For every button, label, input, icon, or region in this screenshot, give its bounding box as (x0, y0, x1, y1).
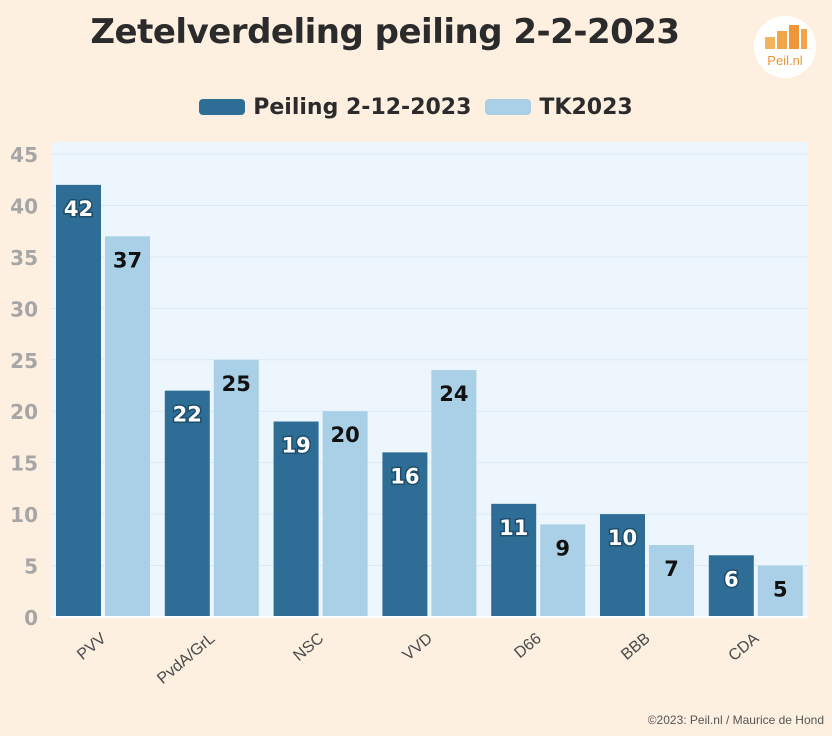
y-tick-label: 10 (10, 503, 38, 527)
bar (540, 524, 586, 617)
y-tick-label: 0 (24, 606, 38, 630)
legend-item-peiling: Peiling 2-12-2023 (199, 95, 471, 120)
y-tick-label: 35 (10, 246, 38, 270)
legend-label-tk2023: TK2023 (539, 94, 633, 120)
data-label: 42 (64, 197, 93, 221)
data-label: 6 (724, 567, 739, 591)
data-label: 9 (555, 536, 570, 560)
x-tick-label: PvdA/GrL (154, 630, 218, 688)
y-tick-label: 15 (10, 452, 38, 476)
y-tick-label: 40 (10, 194, 38, 218)
bar (757, 565, 803, 617)
y-tick-label: 5 (24, 555, 38, 579)
bar (322, 411, 368, 617)
bar (649, 544, 694, 617)
data-label: 16 (390, 464, 419, 488)
bar-chart-icon (765, 25, 807, 49)
bar (382, 452, 428, 617)
chart-title: Zetelverdeling peiling 2-2-2023 (90, 12, 680, 52)
data-label: 5 (773, 578, 788, 602)
data-label: 25 (222, 372, 251, 396)
x-tick-label: CDA (726, 630, 763, 665)
data-label: 37 (113, 248, 142, 272)
y-tick-label: 25 (10, 349, 38, 373)
data-label: 10 (608, 526, 637, 550)
bar (164, 390, 210, 617)
x-tick-label: D66 (511, 630, 544, 662)
x-tick-label: VVD (400, 630, 436, 664)
bar (213, 359, 259, 617)
logo-text: Peil.nl (767, 53, 803, 68)
peil-logo: Peil.nl (754, 16, 816, 78)
bar (56, 184, 101, 617)
x-tick-label: NSC (290, 630, 327, 665)
data-label: 7 (664, 557, 679, 581)
bar (600, 514, 645, 617)
data-label: 22 (173, 403, 202, 427)
data-label: 11 (499, 516, 528, 540)
legend: Peiling 2-12-2023 TK2023 (0, 92, 832, 122)
x-tick-label: PVV (74, 630, 110, 664)
y-tick-label: 30 (10, 297, 38, 321)
legend-item-tk2023: TK2023 (485, 94, 633, 120)
y-tick-label: 20 (10, 400, 38, 424)
bar (105, 236, 150, 618)
y-tick-label: 45 (10, 143, 38, 167)
legend-label-peiling: Peiling 2-12-2023 (253, 94, 472, 120)
bar (491, 503, 537, 617)
data-label: 20 (330, 423, 359, 447)
bar (273, 421, 319, 617)
credit-text: ©2023: Peil.nl / Maurice de Hond (647, 713, 824, 727)
x-tick-label: BBB (618, 630, 653, 664)
data-label: 19 (281, 434, 310, 458)
data-label: 24 (439, 382, 468, 406)
bar (708, 555, 754, 617)
plot-area (51, 142, 808, 617)
bar (431, 370, 477, 617)
legend-swatch-peiling (199, 99, 246, 115)
legend-swatch-tk2023 (485, 99, 532, 115)
